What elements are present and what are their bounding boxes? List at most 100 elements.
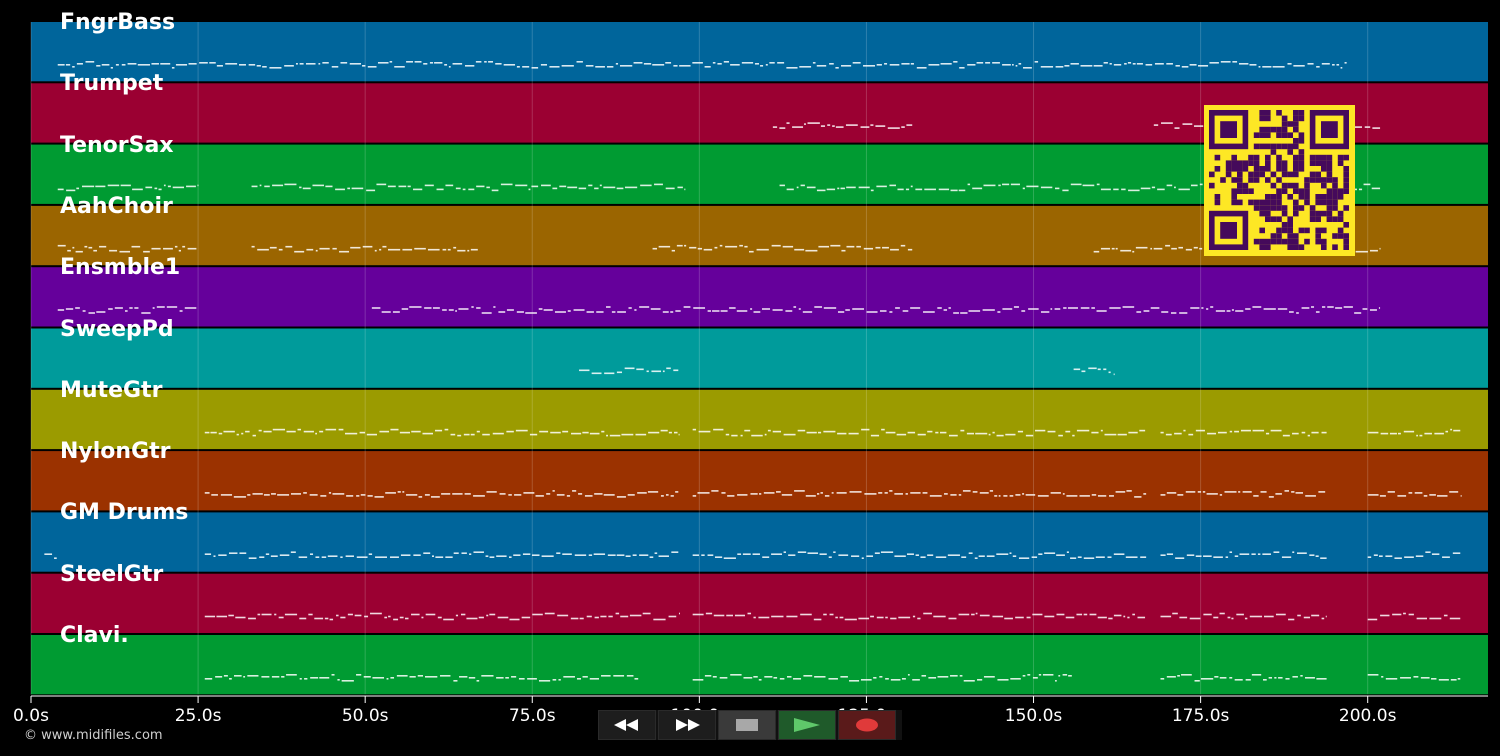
play-button[interactable] <box>778 710 836 740</box>
note <box>388 615 391 618</box>
note <box>108 308 113 310</box>
note <box>704 675 712 677</box>
note <box>430 496 440 498</box>
note <box>1139 429 1146 432</box>
note <box>713 428 724 431</box>
note <box>481 675 494 677</box>
note <box>958 494 962 496</box>
note <box>703 248 713 251</box>
note <box>269 67 282 69</box>
note <box>163 184 166 187</box>
qr-code-icon[interactable] <box>1204 105 1355 256</box>
note <box>1301 431 1306 434</box>
note <box>531 554 540 556</box>
note <box>1161 122 1173 124</box>
note <box>1093 250 1100 253</box>
note <box>131 245 141 248</box>
note <box>1309 554 1315 556</box>
note <box>940 63 952 65</box>
rewind-button[interactable] <box>598 710 656 740</box>
note <box>1367 431 1379 434</box>
note <box>96 65 101 67</box>
note <box>362 65 366 67</box>
note <box>505 677 509 679</box>
note <box>129 307 133 309</box>
note <box>1307 63 1314 65</box>
note <box>309 494 318 496</box>
note <box>870 189 874 192</box>
note <box>678 433 680 436</box>
note <box>384 616 388 619</box>
note <box>171 67 175 69</box>
note <box>1226 310 1231 312</box>
note <box>298 556 308 558</box>
note <box>1093 65 1103 67</box>
note <box>971 613 975 616</box>
note <box>413 188 423 191</box>
note <box>998 184 1001 187</box>
stop-button[interactable] <box>718 710 776 740</box>
note <box>679 65 691 67</box>
note <box>617 311 626 313</box>
note <box>96 311 106 313</box>
note <box>917 433 926 436</box>
track-label: Ensmble1 <box>60 255 181 281</box>
note <box>813 618 822 621</box>
note <box>579 617 584 620</box>
note <box>675 310 681 312</box>
note <box>1170 312 1177 314</box>
note <box>445 556 453 558</box>
note <box>1249 615 1263 618</box>
note <box>879 676 883 678</box>
note <box>960 429 965 432</box>
note <box>411 613 420 616</box>
note <box>295 63 298 65</box>
note <box>666 367 671 370</box>
note <box>1123 615 1126 618</box>
note <box>1252 429 1265 432</box>
note <box>717 63 722 65</box>
note <box>885 431 896 434</box>
note <box>442 248 447 251</box>
fast-forward-button[interactable] <box>658 710 716 740</box>
note <box>72 66 75 68</box>
note <box>896 433 907 436</box>
note <box>145 186 153 189</box>
note <box>1181 66 1189 68</box>
note <box>1236 613 1244 616</box>
note <box>1381 676 1384 678</box>
note <box>786 67 798 69</box>
note <box>1292 432 1299 435</box>
note <box>894 555 906 557</box>
note <box>425 613 436 616</box>
note <box>1238 491 1241 493</box>
note <box>464 65 475 67</box>
note <box>900 244 906 247</box>
note <box>396 675 408 677</box>
note <box>927 554 934 556</box>
note <box>1165 244 1171 247</box>
note <box>1040 186 1053 189</box>
note <box>411 430 421 433</box>
note <box>429 62 434 64</box>
note <box>1262 553 1271 555</box>
note <box>948 617 957 620</box>
note <box>829 613 834 616</box>
note <box>1449 617 1461 620</box>
note <box>1038 674 1042 676</box>
note <box>806 431 817 434</box>
note <box>820 125 826 127</box>
note <box>345 555 354 557</box>
note <box>1104 433 1117 436</box>
note <box>1113 614 1122 617</box>
record-button[interactable] <box>838 710 896 740</box>
note <box>389 556 399 558</box>
note <box>363 676 371 678</box>
note <box>204 492 210 494</box>
note <box>772 430 782 433</box>
note <box>1018 63 1022 65</box>
note <box>937 307 942 309</box>
note <box>1305 495 1316 497</box>
note <box>876 616 884 619</box>
note <box>444 64 448 66</box>
